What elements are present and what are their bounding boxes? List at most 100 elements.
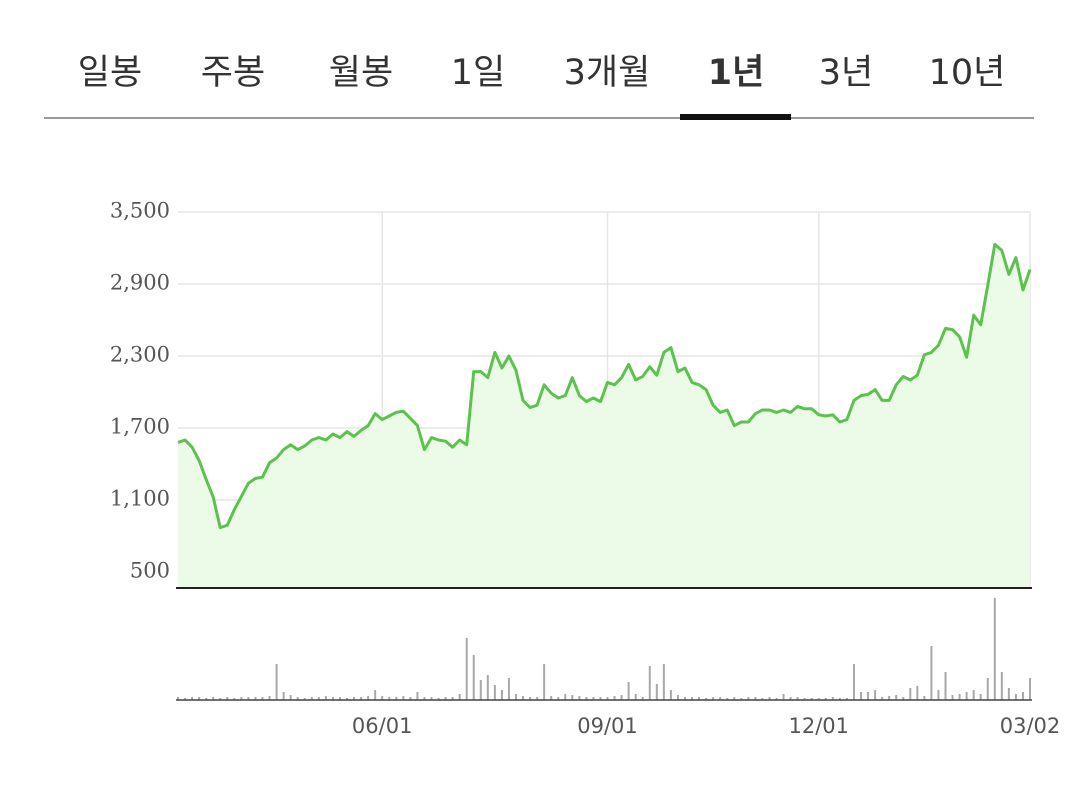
volume-bar [205,698,208,700]
y-tick-label: 2,900 [110,271,170,295]
volume-bar [578,696,581,700]
volume-bar [226,697,229,700]
volume-bar [381,696,384,700]
volume-bar [550,696,553,700]
volume-bar [500,690,503,700]
tab[interactable]: 1일 [451,53,505,93]
x-tick-label: 12/01 [788,714,849,738]
volume-bar [472,655,475,700]
volume-bar [691,697,694,700]
volume-bar [212,697,215,700]
volume-bar [198,697,201,700]
x-tick-label: 03/02 [1000,714,1061,738]
volume-bar [317,697,320,700]
volume-bar [909,688,912,700]
volume-bar [543,664,546,700]
volume-bar [536,697,539,700]
volume-bar [557,697,560,700]
volume-bar [395,697,398,700]
volume-bar [514,694,517,700]
volume-bar [676,695,679,700]
volume-bar [353,697,356,700]
x-tick-label: 09/01 [577,714,638,738]
volume-bar [585,697,588,700]
volume-bar [571,695,574,700]
volume-bar [338,697,341,700]
volume-bar [1021,692,1024,700]
volume-bar [747,697,750,700]
volume-bar [831,697,834,700]
volume-bar [824,698,827,700]
volume-bar [726,698,729,700]
volume-bar [817,698,820,700]
volume-bar [184,698,187,700]
volume-bar [458,694,461,700]
volume-bar [965,692,968,700]
volume-bar [627,682,630,700]
tab[interactable]: 주봉 [201,53,265,93]
tab[interactable]: 1년 [708,53,765,93]
volume-bar [775,698,778,700]
volume-bar [296,697,299,700]
volume-bar [310,697,313,700]
volume-bar [282,692,285,700]
volume-bar [705,698,708,700]
volume-bar [1000,672,1003,700]
volume-bar [360,697,363,700]
volume-bar [613,696,616,700]
y-tick-label: 1,100 [110,487,170,511]
price-area [178,244,1030,588]
volume-bar [719,697,722,700]
volume-bar [655,684,658,700]
tab[interactable]: 10년 [929,53,1006,93]
volume-bar [845,698,848,700]
y-tick-label: 1,700 [110,415,170,439]
volume-bar [493,685,496,700]
chart: 3,500 2,900 2,300 1,700 1,100 500 06/01 09/01 12… [110,199,1060,739]
volume-bar [402,696,405,700]
volume-bar [486,675,489,700]
price-line [177,242,1032,530]
y-tick-label: 3,500 [110,199,170,223]
volume-bar [789,697,792,700]
volume-bar [289,695,292,700]
volume-bar [979,694,982,700]
volume-bar [944,672,947,700]
volume-bar [233,698,236,700]
volume-bar [367,696,370,700]
volume-bar [923,696,926,700]
volume-bar [803,698,806,700]
tab[interactable]: 일봉 [78,53,142,93]
volume-bar [761,698,764,700]
volume-bar [796,697,799,700]
volume-bar [958,694,961,700]
volume-bar [733,697,736,700]
volume-bar [895,695,898,700]
tab[interactable]: 3년 [819,53,873,93]
volume-bar [599,697,602,700]
volume-bar [254,697,257,700]
volume-bar [423,697,426,700]
y-tick-label: 500 [130,559,170,583]
volume-bar [564,694,567,700]
volume-bar [782,694,785,700]
volume-bar [437,698,440,700]
volume-bar [451,697,454,700]
volume-bar [592,697,595,700]
volume-bar [838,698,841,700]
volume-bar [669,690,672,700]
y-tick-label: 2,300 [110,343,170,367]
tab[interactable]: 월봉 [329,53,393,93]
volume-bar [620,695,623,700]
volume-bar [937,690,940,700]
tab[interactable]: 3개월 [564,53,651,93]
volume-bar [712,697,715,700]
volume-bar [698,697,701,700]
volume-bar [902,697,905,700]
volume-bar [324,696,327,700]
volume-bar [268,696,271,700]
volume-bar [860,692,863,700]
volume-bar [177,697,179,700]
volume-bar [331,697,334,700]
